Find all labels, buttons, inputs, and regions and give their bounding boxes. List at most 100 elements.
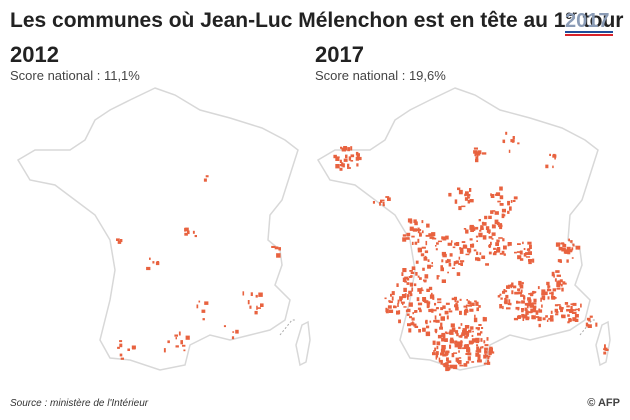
commune [486,337,489,341]
commune [468,251,471,254]
commune [467,196,470,199]
commune [431,232,436,237]
commune [566,309,570,312]
score: Score national : 11,1% [10,68,140,83]
commune [495,192,501,196]
commune [507,242,512,246]
commune [412,266,415,270]
commune [459,260,465,263]
commune [469,302,472,305]
commune [481,346,484,349]
commune [490,210,494,214]
commune [475,350,479,353]
commune [437,298,442,301]
commune [543,291,548,296]
commune [449,344,452,349]
commune [401,272,404,276]
commune [470,326,474,330]
commune [546,288,552,292]
commune [530,303,534,307]
commune [488,351,492,356]
commune [557,283,562,286]
commune [604,344,606,348]
commune [449,329,454,333]
commune [533,307,536,311]
commune [428,233,433,236]
commune [119,353,123,357]
commune [547,285,551,288]
commune [452,246,456,249]
commune [485,354,488,358]
commune [571,247,574,251]
commune [432,309,437,312]
commune [462,332,466,336]
commune [422,297,426,302]
commune [438,357,441,362]
commune [335,157,340,161]
commune [424,250,429,254]
commune [432,352,436,356]
commune [414,241,418,245]
commune [499,304,503,309]
commune [116,238,120,241]
commune [490,194,495,198]
commune [355,151,359,156]
france-outline [317,87,599,371]
commune [556,274,561,277]
commune [549,153,551,156]
commune [453,364,458,370]
commune [475,158,479,163]
commune [480,331,483,334]
commune [350,160,354,162]
commune [499,252,504,255]
commune [419,290,422,294]
commune [473,317,478,323]
commune [490,241,492,246]
commune [513,285,517,289]
commune [223,325,226,328]
commune [474,314,476,318]
commune [517,301,521,304]
commune [402,277,407,282]
commune [460,262,463,266]
commune [426,325,430,329]
commune [469,224,474,229]
commune [528,299,532,304]
commune [560,308,563,313]
commune [487,359,490,364]
commune [389,300,393,303]
commune [508,149,511,153]
logo: 2017 [565,10,610,32]
commune [429,320,432,323]
commune [385,308,389,314]
commune [446,315,449,320]
commune [385,196,390,198]
commune [480,227,484,230]
commune [185,335,190,340]
commune [491,238,494,240]
commune [431,308,434,313]
commune [388,309,394,313]
commune [467,248,472,253]
commune [387,305,392,309]
commune [466,345,470,348]
commune [429,294,435,299]
commune [570,240,573,243]
commune [427,264,431,269]
commune [561,314,564,318]
commune [178,331,181,336]
commune [276,253,281,258]
commune [441,345,446,350]
commune [441,251,446,256]
commune [437,301,442,304]
commune [517,315,522,319]
commune [483,340,486,344]
commune [564,249,569,253]
commune [448,310,453,313]
commune [417,302,423,306]
commune [475,340,479,344]
commune [194,235,197,238]
commune [533,291,536,294]
commune [419,277,422,280]
commune [446,258,449,263]
